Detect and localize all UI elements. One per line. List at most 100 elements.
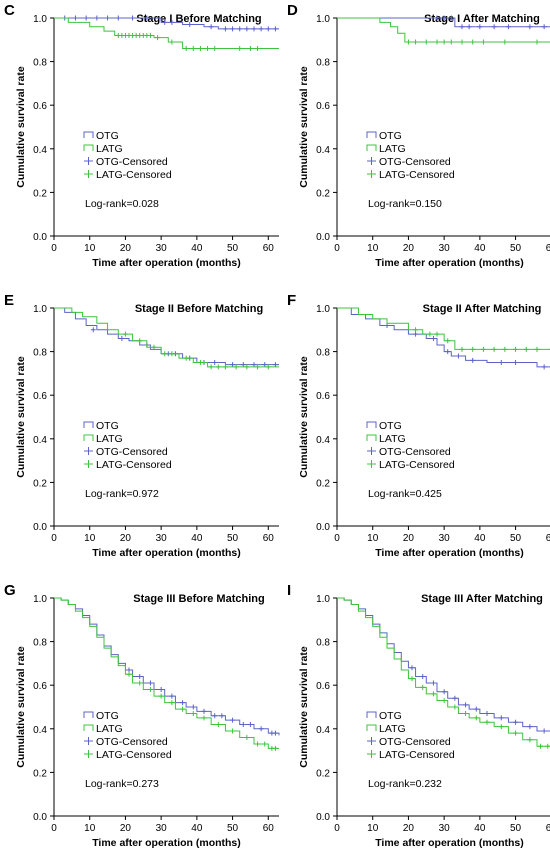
censor-mark-latg — [459, 346, 465, 352]
legend-label: LATG — [96, 723, 123, 735]
censor-mark-otg — [251, 26, 257, 32]
censor-mark-otg — [208, 24, 214, 30]
censor-mark-otg — [83, 15, 89, 21]
censor-mark-otg — [463, 702, 469, 708]
censor-mark-latg — [169, 700, 175, 706]
y-tick-label: 0.8 — [316, 348, 330, 359]
x-tick-label: 10 — [84, 823, 96, 834]
x-tick-label: 0 — [334, 533, 340, 544]
censor-mark-latg — [190, 711, 196, 717]
legend-censor-swatch — [367, 737, 376, 745]
y-tick-label: 0.0 — [33, 812, 47, 823]
legend-label: LATG-Censored — [379, 169, 455, 181]
legend-censor-swatch — [367, 460, 376, 468]
censor-mark-otg — [541, 728, 547, 734]
y-tick-label: 0.2 — [316, 188, 330, 199]
censor-mark-latg — [523, 346, 529, 352]
censor-mark-otg — [169, 19, 175, 25]
censor-mark-otg — [90, 327, 96, 333]
chart-title: Stage I Before Matching — [136, 13, 261, 25]
legend-label: OTG — [379, 130, 402, 142]
y-tick-label: 0.4 — [316, 145, 330, 156]
km-chart: Stage II After Matching 0.0 0.2 0.4 0.6 0.8 1.… — [298, 303, 550, 559]
censor-mark-latg — [434, 39, 440, 45]
censor-mark-otg — [247, 721, 253, 727]
y-tick-label: 0.8 — [316, 58, 330, 69]
censor-mark-latg — [197, 360, 203, 365]
censor-mark-latg — [423, 39, 429, 45]
censor-mark-latg — [137, 338, 143, 344]
censor-mark-otg — [158, 687, 164, 693]
censor-mark-latg — [190, 46, 196, 52]
censor-mark-otg — [441, 15, 447, 21]
censor-mark-latg — [448, 39, 454, 45]
x-tick-label: 20 — [120, 823, 132, 834]
censor-mark-otg — [541, 364, 547, 370]
legend-swatch — [366, 434, 377, 441]
y-axis-label: Cumulative survival rate — [15, 356, 27, 478]
legend-label: OTG-Censored — [96, 736, 168, 748]
censor-mark-otg — [187, 22, 193, 28]
x-tick-label: 60 — [546, 243, 550, 254]
legend-label: LATG — [379, 723, 406, 735]
censor-mark-otg — [147, 680, 153, 686]
censor-mark-otg — [72, 15, 78, 21]
legend-censor-swatch — [84, 460, 93, 468]
y-tick-label: 0.2 — [316, 768, 330, 779]
y-axis-label: Cumulative survival rate — [298, 356, 310, 478]
x-tick-label: 30 — [439, 533, 451, 544]
chart-title: Stage II After Matching — [423, 303, 542, 315]
legend-swatch — [366, 144, 377, 151]
censor-mark-otg — [452, 695, 458, 701]
legend-label: OTG-Censored — [96, 156, 168, 168]
censor-mark-otg — [201, 708, 207, 714]
censor-mark-otg — [144, 15, 150, 21]
censor-mark-otg — [262, 362, 268, 368]
censor-mark-otg — [473, 706, 479, 712]
x-tick-label: 0 — [51, 243, 57, 254]
censor-mark-latg — [201, 715, 207, 721]
x-tick-label: 20 — [403, 533, 415, 544]
legend-censor-swatch — [84, 447, 93, 455]
legend-swatch — [366, 724, 377, 731]
y-tick-label: 0.6 — [33, 101, 47, 112]
censor-mark-otg — [119, 336, 125, 342]
censor-mark-latg — [244, 735, 250, 741]
censor-mark-otg — [409, 665, 415, 671]
censor-mark-otg — [130, 15, 136, 21]
y-tick-label: 0.4 — [33, 725, 47, 736]
log-rank-annotation: Log-rank=0.232 — [368, 778, 442, 790]
censor-mark-otg — [126, 667, 132, 673]
legend-label: OTG — [96, 130, 119, 142]
censor-mark-latg — [233, 364, 239, 370]
censor-mark-latg — [545, 743, 550, 749]
censor-mark-otg — [484, 711, 490, 717]
x-tick-label: 20 — [403, 823, 415, 834]
y-tick-label: 0.2 — [33, 768, 47, 779]
legend-swatch — [83, 144, 94, 151]
log-rank-annotation: Log-rank=0.425 — [368, 488, 442, 500]
x-tick-label: 50 — [227, 823, 239, 834]
censor-mark-latg — [215, 721, 221, 727]
km-curve-latg — [54, 307, 279, 368]
y-tick-label: 0.6 — [33, 391, 47, 402]
y-tick-label: 1.0 — [33, 594, 47, 605]
legend-swatch — [366, 711, 377, 718]
x-axis-label: Time after operation (months) — [375, 837, 524, 849]
censor-mark-otg — [541, 24, 547, 30]
x-tick-label: 40 — [191, 243, 203, 254]
y-tick-label: 0.4 — [33, 435, 47, 446]
legend-label: LATG — [379, 143, 406, 155]
censor-mark-otg — [265, 26, 271, 32]
censor-mark-otg — [137, 673, 143, 679]
x-tick-label: 40 — [191, 823, 203, 834]
legend-censor-swatch — [367, 750, 376, 758]
x-tick-label: 60 — [263, 533, 275, 544]
legend-censor-swatch — [367, 447, 376, 455]
x-tick-label: 10 — [84, 243, 96, 254]
y-tick-label: 0.8 — [33, 348, 47, 359]
legend-label: OTG-Censored — [379, 446, 451, 458]
censor-mark-otg — [240, 721, 246, 727]
legend-censor-swatch — [84, 750, 93, 758]
